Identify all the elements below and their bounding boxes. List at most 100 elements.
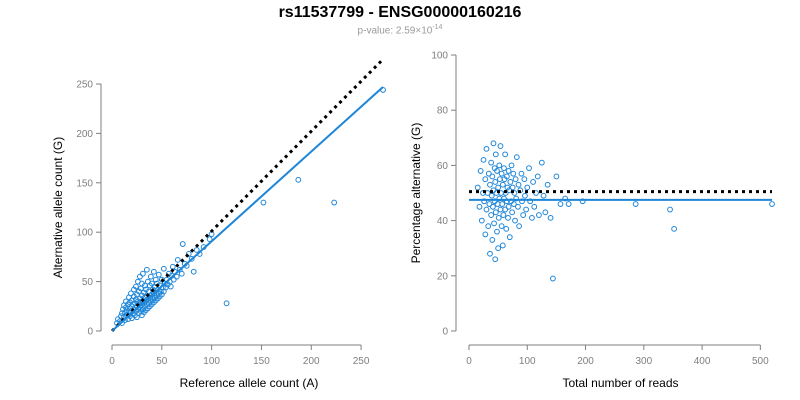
y-tick-label: 0 (442, 327, 448, 338)
data-point (481, 198, 488, 205)
data-point (139, 270, 146, 277)
x-tick-label: 250 (353, 356, 370, 367)
data-point (513, 154, 520, 161)
data-point (489, 203, 496, 210)
data-point (502, 151, 509, 158)
data-point (527, 198, 534, 205)
data-point (483, 206, 490, 213)
data-point (515, 203, 521, 210)
data-point (502, 206, 509, 213)
y-tick-label: 250 (76, 80, 93, 91)
data-point (331, 199, 338, 206)
percentage-alternative-scatter-panel: 0 20 40 60 80 100 0 100 200 300 400 500 Total number… (409, 51, 775, 390)
data-point (136, 273, 143, 280)
data-point (491, 220, 497, 227)
data-point (150, 268, 157, 275)
data-point (480, 156, 487, 163)
data-point (495, 245, 502, 252)
data-point (538, 159, 545, 166)
data-point (143, 266, 150, 273)
x-tick-label: 500 (752, 356, 769, 367)
data-point (485, 170, 492, 177)
data-point (529, 214, 535, 221)
data-point (510, 170, 517, 177)
data-point (133, 283, 139, 290)
data-point (521, 176, 528, 183)
data-point (152, 276, 159, 283)
data-point (492, 209, 499, 216)
data-point (519, 198, 525, 205)
data-point (478, 217, 485, 224)
data-point (769, 201, 775, 207)
data-point (188, 255, 195, 262)
x-axis-title: Total number of reads (562, 376, 678, 390)
data-point (565, 201, 572, 207)
data-point (128, 290, 134, 297)
data-point (492, 179, 499, 185)
x-tick-label: 100 (519, 356, 536, 367)
data-point (508, 162, 515, 169)
data-point (557, 201, 564, 207)
data-point (513, 195, 520, 202)
data-point (499, 181, 506, 188)
data-point (495, 184, 502, 191)
y-tick-label: 100 (76, 228, 93, 239)
data-point (579, 198, 586, 205)
data-point (509, 184, 516, 191)
data-point (512, 176, 519, 183)
data-point (147, 273, 154, 280)
x-tick-label: 0 (466, 356, 472, 367)
chart-title: rs11537799 - ENSG00000160216 (278, 4, 522, 21)
x-tick-label: 400 (694, 356, 711, 367)
data-point (476, 203, 483, 210)
data-point (173, 273, 180, 280)
data-point (632, 201, 639, 207)
x-tick-label: 50 (156, 356, 168, 367)
data-point (492, 256, 499, 263)
data-point (489, 237, 496, 243)
data-point (540, 192, 547, 199)
reference-line (110, 58, 385, 333)
data-point (482, 231, 489, 238)
data-point (547, 214, 554, 221)
data-point (178, 270, 185, 277)
data-point (501, 165, 507, 172)
data-point (553, 173, 560, 180)
data-point (507, 179, 514, 185)
data-point (516, 223, 523, 230)
data-point (509, 209, 516, 216)
data-point (490, 140, 497, 147)
data-point (505, 168, 512, 174)
data-point (531, 203, 538, 210)
data-point (160, 265, 167, 272)
data-point (495, 214, 502, 221)
data-point (488, 192, 495, 199)
data-point (562, 195, 569, 202)
p-value-exponent: -14 (432, 24, 443, 31)
data-point (488, 212, 495, 218)
data-point (494, 201, 501, 207)
data-point (477, 168, 484, 174)
data-point (223, 300, 230, 307)
fit-line (111, 86, 384, 332)
data-point (524, 184, 531, 191)
data-point (497, 143, 504, 149)
data-point (193, 247, 200, 253)
y-axis-title: Alternative allele count (G) (51, 137, 65, 278)
data-point (498, 170, 505, 177)
data-point (671, 225, 678, 232)
data-point (498, 223, 505, 230)
data-point (536, 212, 542, 218)
data-point (542, 209, 549, 216)
chart-subtitle: p-value: 2.59×10-14 (0, 24, 800, 36)
data-point (492, 151, 499, 158)
data-point (534, 173, 541, 180)
data-point (487, 181, 493, 188)
data-point (550, 275, 556, 282)
y-tick-label: 100 (431, 51, 448, 62)
data-point (522, 192, 528, 199)
data-point (499, 201, 506, 207)
x-tick-label: 150 (253, 356, 270, 367)
data-point (118, 313, 124, 320)
data-point (169, 263, 176, 270)
